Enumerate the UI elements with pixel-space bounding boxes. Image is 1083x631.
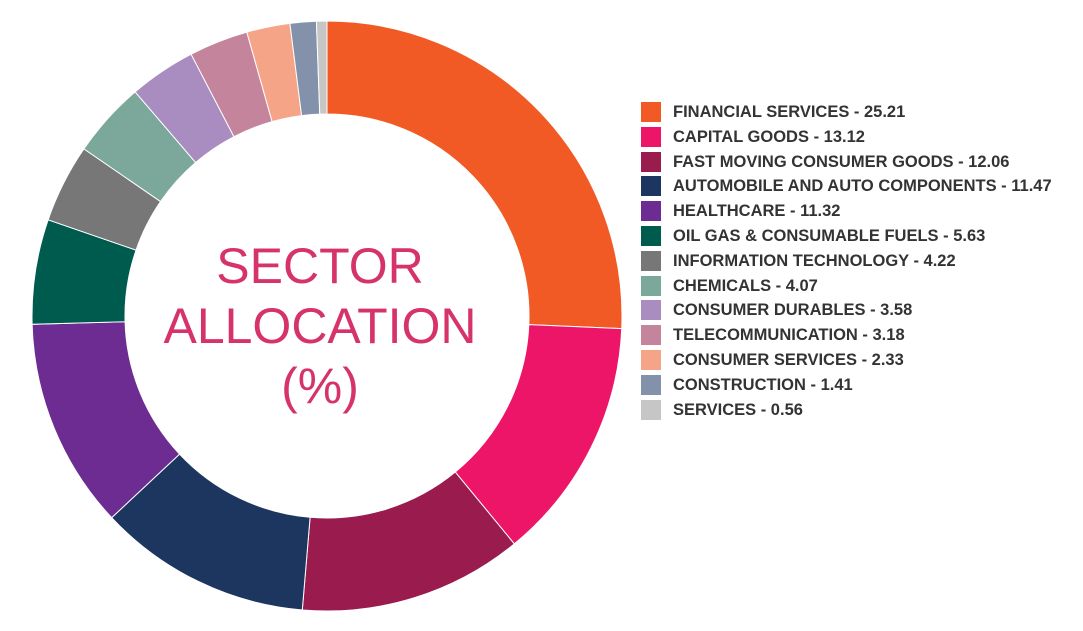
legend-label: SERVICES - 0.56 bbox=[673, 400, 803, 419]
legend-swatch bbox=[641, 176, 661, 197]
legend-label: CONSTRUCTION - 1.41 bbox=[673, 375, 853, 394]
center-title: ALLOCATION bbox=[163, 298, 476, 354]
legend-label: CAPITAL GOODS - 13.12 bbox=[673, 127, 865, 146]
legend-label: AUTOMOBILE AND AUTO COMPONENTS - 11.47 bbox=[673, 177, 1052, 196]
legend-item: CONSUMER SERVICES - 2.33 bbox=[641, 348, 1071, 373]
legend: FINANCIAL SERVICES - 25.21 CAPITAL GOODS … bbox=[641, 100, 1071, 422]
legend-item: OIL GAS & CONSUMABLE FUELS - 5.63 bbox=[641, 224, 1071, 249]
legend-swatch bbox=[641, 399, 661, 420]
legend-item: HEALTHCARE - 11.32 bbox=[641, 199, 1071, 224]
legend-swatch bbox=[641, 275, 661, 296]
legend-label: TELECOMMUNICATION - 3.18 bbox=[673, 326, 905, 345]
legend-label: FAST MOVING CONSUMER GOODS - 12.06 bbox=[673, 152, 1010, 171]
legend-item: SERVICES - 0.56 bbox=[641, 398, 1071, 423]
center-title: SECTOR bbox=[216, 238, 423, 294]
legend-swatch bbox=[641, 225, 661, 246]
legend-label: CONSUMER DURABLES - 3.58 bbox=[673, 301, 913, 320]
center-title: (%) bbox=[281, 358, 359, 414]
legend-label: OIL GAS & CONSUMABLE FUELS - 5.63 bbox=[673, 226, 986, 245]
legend-swatch bbox=[641, 201, 661, 222]
legend-swatch bbox=[641, 250, 661, 271]
legend-item: CHEMICALS - 4.07 bbox=[641, 274, 1071, 299]
legend-item: FINANCIAL SERVICES - 25.21 bbox=[641, 100, 1071, 125]
legend-label: HEALTHCARE - 11.32 bbox=[673, 202, 841, 221]
legend-label: CONSUMER SERVICES - 2.33 bbox=[673, 350, 904, 369]
legend-item: FAST MOVING CONSUMER GOODS - 12.06 bbox=[641, 150, 1071, 175]
legend-swatch bbox=[641, 126, 661, 147]
donut-slice bbox=[326, 20, 623, 330]
legend-item: AUTOMOBILE AND AUTO COMPONENTS - 11.47 bbox=[641, 174, 1071, 199]
legend-swatch bbox=[641, 151, 661, 172]
legend-item: CONSTRUCTION - 1.41 bbox=[641, 373, 1071, 398]
legend-swatch bbox=[641, 102, 661, 122]
legend-swatch bbox=[641, 325, 661, 346]
legend-swatch bbox=[641, 300, 661, 321]
legend-item: CONSUMER DURABLES - 3.58 bbox=[641, 298, 1071, 323]
legend-item: CAPITAL GOODS - 13.12 bbox=[641, 125, 1071, 150]
legend-item: TELECOMMUNICATION - 3.18 bbox=[641, 323, 1071, 348]
legend-swatch bbox=[641, 349, 661, 370]
legend-item: INFORMATION TECHNOLOGY - 4.22 bbox=[641, 249, 1071, 274]
legend-swatch bbox=[641, 374, 661, 395]
legend-label: FINANCIAL SERVICES - 25.21 bbox=[673, 103, 906, 121]
legend-label: CHEMICALS - 4.07 bbox=[673, 276, 818, 295]
donut-slice bbox=[315, 20, 328, 115]
legend-label: INFORMATION TECHNOLOGY - 4.22 bbox=[673, 251, 956, 270]
